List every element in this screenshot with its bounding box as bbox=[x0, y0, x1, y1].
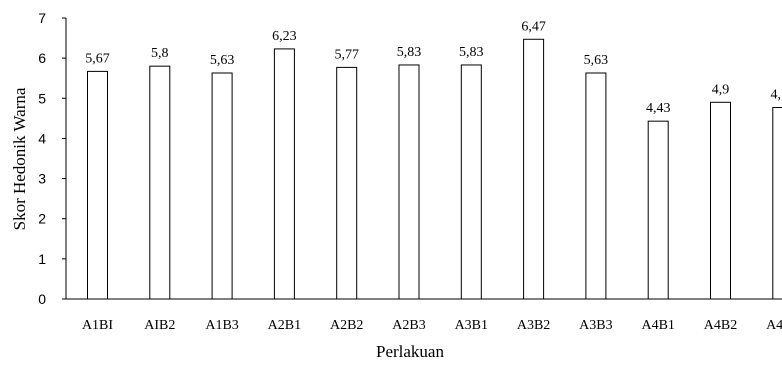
bar-a3b2 bbox=[523, 38, 545, 300]
data-label: 5,67 bbox=[85, 51, 110, 66]
data-labels: 5,67 5,8 5,63 6,23 5,77 5,83 5,83 6,47 5,63 4,43 4… bbox=[85, 19, 782, 116]
y-tick-label: 5 bbox=[38, 90, 46, 106]
y-axis-label: Skor Hedonik Warna bbox=[10, 87, 29, 230]
x-tick-label: A2B2 bbox=[330, 318, 363, 333]
data-label: 5,63 bbox=[584, 53, 609, 68]
bar-a1bi bbox=[87, 70, 108, 300]
x-tick-label: A4B1 bbox=[641, 318, 674, 333]
x-tick-label: AIB2 bbox=[144, 318, 175, 333]
y-tick-label: 4 bbox=[38, 130, 46, 146]
x-tick-label: A3B3 bbox=[579, 318, 612, 333]
data-label: 4,43 bbox=[646, 101, 671, 116]
y-tick-label: 7 bbox=[38, 10, 46, 26]
data-label: 5,63 bbox=[210, 53, 235, 68]
y-tick-label: 1 bbox=[38, 251, 46, 267]
y-axis-ticks: 0 1 2 3 4 5 6 7 bbox=[38, 10, 66, 307]
bar-a4b1 bbox=[647, 120, 669, 300]
bar-aib2 bbox=[149, 65, 171, 300]
bar-a2b3 bbox=[398, 64, 420, 300]
y-tick-label: 2 bbox=[38, 211, 46, 227]
data-label: 4,77 bbox=[771, 88, 782, 103]
x-tick-label: A3B2 bbox=[517, 318, 550, 333]
x-tick-label: A4B2 bbox=[704, 318, 737, 333]
x-axis-ticks: A1BI AIB2 A1B3 A2B1 A2B2 A2B3 A3B1 A3B2 A3B3 A4B1… bbox=[82, 318, 782, 333]
y-tick-label: 3 bbox=[38, 171, 46, 187]
bar-a1b3 bbox=[211, 72, 233, 300]
bar-a4b2 bbox=[710, 101, 731, 300]
y-tick-label: 6 bbox=[38, 50, 46, 66]
y-tick-label: 0 bbox=[38, 291, 46, 307]
x-tick-label: A1BI bbox=[82, 318, 113, 333]
x-tick-label: A4B3 bbox=[766, 318, 782, 333]
data-label: 5,83 bbox=[397, 45, 422, 60]
bar-a4b3 bbox=[772, 107, 782, 300]
bar-a2b2 bbox=[336, 66, 358, 300]
bar-a2b1 bbox=[273, 48, 295, 300]
x-tick-label: A2B3 bbox=[392, 318, 425, 333]
data-label: 6,23 bbox=[272, 29, 297, 44]
x-tick-label: A1B3 bbox=[205, 318, 238, 333]
data-label: 6,47 bbox=[521, 19, 546, 34]
data-label: 5,83 bbox=[459, 45, 484, 60]
data-label: 4,9 bbox=[712, 82, 730, 97]
x-axis-label: Perlakuan bbox=[376, 342, 444, 361]
bar-a3b1 bbox=[460, 64, 482, 300]
x-tick-label: A2B1 bbox=[268, 318, 301, 333]
bar-a3b3 bbox=[585, 72, 607, 300]
data-label: 5,77 bbox=[334, 47, 359, 62]
data-label: 5,8 bbox=[151, 46, 169, 61]
x-tick-label: A3B1 bbox=[455, 318, 488, 333]
bars bbox=[87, 38, 782, 300]
